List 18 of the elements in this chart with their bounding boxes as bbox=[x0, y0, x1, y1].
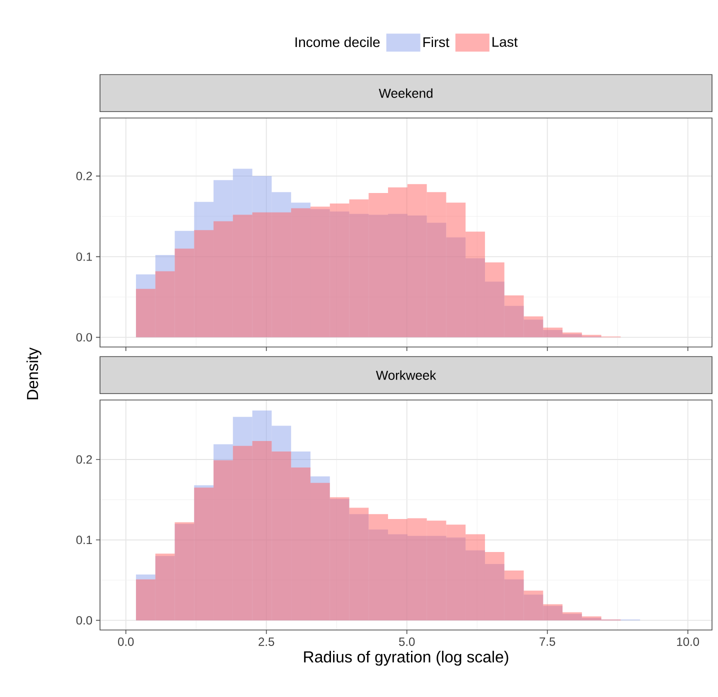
y-tick-label: 0.2 bbox=[76, 172, 92, 180]
y-tick-label: 0.2 bbox=[76, 455, 92, 464]
x-axis-title: Radius of gyration (log scale) bbox=[304, 650, 508, 666]
chart-title: Workweek bbox=[376, 370, 436, 380]
y-tick-label: 0.0 bbox=[76, 333, 92, 342]
x-tick-label: 7.5 bbox=[540, 638, 556, 646]
y-tick-label: 0.0 bbox=[76, 616, 92, 625]
y-axis-title: Density bbox=[26, 347, 42, 400]
x-tick-label: 2.5 bbox=[258, 638, 274, 646]
x-tick-label: 10.0 bbox=[677, 638, 700, 646]
y-tick-label: 0.1 bbox=[76, 536, 92, 544]
legend-label: Last bbox=[492, 37, 518, 47]
x-tick-label: 0.0 bbox=[118, 638, 134, 646]
chart-title: Weekend bbox=[378, 88, 432, 98]
x-tick-label: 5.0 bbox=[399, 638, 415, 646]
legend-label: First bbox=[423, 36, 450, 48]
y-tick-label: 0.1 bbox=[76, 252, 92, 261]
legend-title: Income decile bbox=[296, 36, 380, 48]
